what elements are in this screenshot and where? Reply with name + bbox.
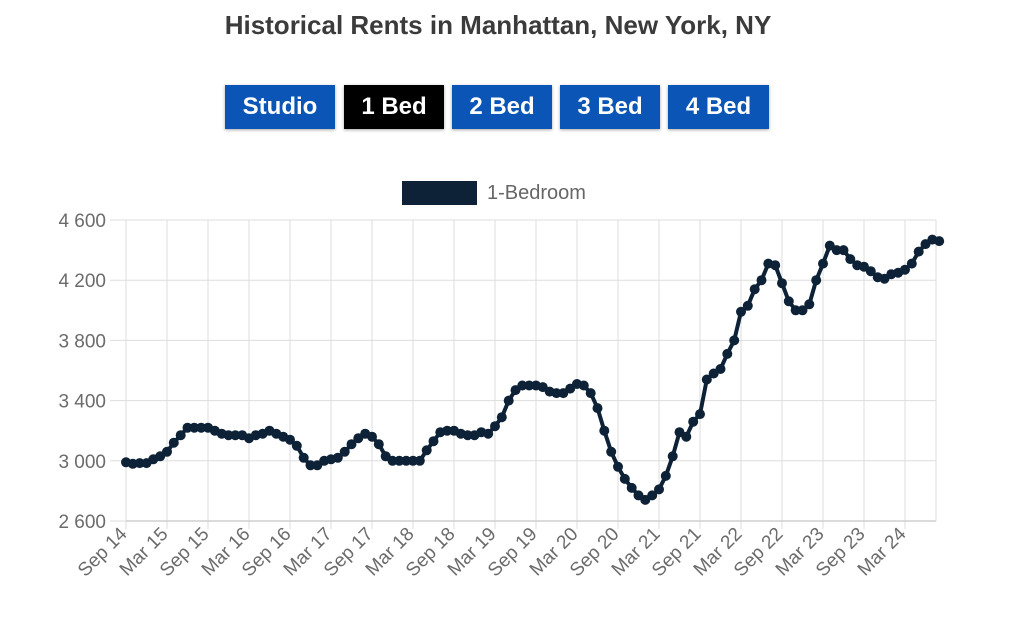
data-point[interactable]: [906, 258, 917, 269]
y-tick-label: 2 600: [58, 512, 106, 533]
data-point[interactable]: [367, 431, 377, 442]
data-point[interactable]: [175, 430, 186, 441]
data-point[interactable]: [660, 470, 671, 481]
data-point[interactable]: [298, 452, 309, 463]
data-point[interactable]: [578, 380, 589, 391]
data-point[interactable]: [339, 446, 350, 457]
data-point[interactable]: [647, 490, 658, 501]
data-point[interactable]: [654, 484, 664, 495]
data-point[interactable]: [414, 455, 425, 466]
tab-1-bed[interactable]: 1 Bed: [344, 85, 444, 129]
y-tick-label: 3 000: [58, 452, 106, 473]
data-point[interactable]: [168, 437, 179, 448]
rent-line-chart: 1-Bedroom 4 600 4 200 3 800 3 400 3 000 2 600…: [58, 181, 945, 581]
series-1-bedroom: [121, 234, 945, 505]
data-point[interactable]: [797, 305, 808, 316]
chart-grid: [110, 219, 937, 529]
data-point[interactable]: [592, 403, 603, 414]
tab-2-bed[interactable]: 2 Bed: [452, 85, 552, 129]
data-point[interactable]: [756, 275, 767, 286]
chart-legend[interactable]: 1-Bedroom: [402, 181, 586, 205]
data-point[interactable]: [695, 409, 705, 420]
data-point[interactable]: [428, 436, 439, 447]
legend-swatch: [402, 181, 477, 205]
data-point[interactable]: [496, 412, 507, 423]
legend-label: 1-Bedroom: [487, 182, 586, 204]
data-point[interactable]: [613, 461, 623, 472]
data-point[interactable]: [394, 455, 405, 466]
tab-3-bed[interactable]: 3 Bed: [560, 85, 660, 129]
data-point[interactable]: [749, 284, 760, 295]
data-point[interactable]: [783, 296, 794, 307]
tab-studio[interactable]: Studio: [225, 85, 335, 129]
data-point[interactable]: [729, 335, 740, 346]
data-point[interactable]: [913, 246, 924, 257]
data-point[interactable]: [332, 452, 343, 463]
y-tick-label: 3 800: [58, 331, 106, 352]
y-tick-label: 4 600: [58, 211, 106, 232]
y-tick-label: 4 200: [58, 271, 106, 292]
data-point[interactable]: [517, 380, 528, 391]
data-point[interactable]: [845, 254, 856, 265]
data-point[interactable]: [599, 425, 610, 436]
y-tick-label: 3 400: [58, 392, 106, 413]
data-point[interactable]: [490, 421, 500, 432]
data-point[interactable]: [291, 440, 302, 451]
data-point[interactable]: [701, 374, 712, 385]
data-point[interactable]: [189, 422, 200, 433]
data-point[interactable]: [715, 364, 726, 374]
data-point[interactable]: [483, 428, 494, 439]
data-point[interactable]: [838, 245, 849, 256]
data-point[interactable]: [230, 430, 241, 441]
data-point[interactable]: [804, 299, 815, 310]
data-point[interactable]: [626, 482, 637, 493]
data-point[interactable]: [667, 451, 678, 462]
data-point[interactable]: [606, 446, 617, 457]
data-point[interactable]: [585, 388, 596, 399]
data-point[interactable]: [421, 445, 432, 456]
tab-4-bed[interactable]: 4 Bed: [668, 85, 769, 129]
chart-title: Historical Rents in Manhattan, New York,…: [224, 10, 772, 40]
data-point[interactable]: [865, 266, 876, 277]
data-point[interactable]: [934, 236, 945, 247]
data-point[interactable]: [162, 446, 172, 457]
data-point[interactable]: [503, 395, 514, 406]
data-point[interactable]: [736, 306, 746, 317]
data-point[interactable]: [818, 258, 828, 269]
data-point[interactable]: [681, 431, 692, 442]
data-point[interactable]: [811, 275, 822, 286]
data-point[interactable]: [900, 264, 910, 275]
data-point[interactable]: [722, 348, 733, 359]
data-point[interactable]: [346, 439, 357, 450]
data-point[interactable]: [688, 416, 699, 427]
data-point[interactable]: [373, 439, 384, 450]
data-point[interactable]: [285, 434, 295, 445]
data-point[interactable]: [619, 473, 630, 484]
y-axis: 4 600 4 200 3 800 3 400 3 000 2 600: [58, 211, 106, 533]
data-point[interactable]: [742, 300, 753, 311]
data-point[interactable]: [777, 278, 787, 289]
data-point[interactable]: [770, 260, 781, 271]
